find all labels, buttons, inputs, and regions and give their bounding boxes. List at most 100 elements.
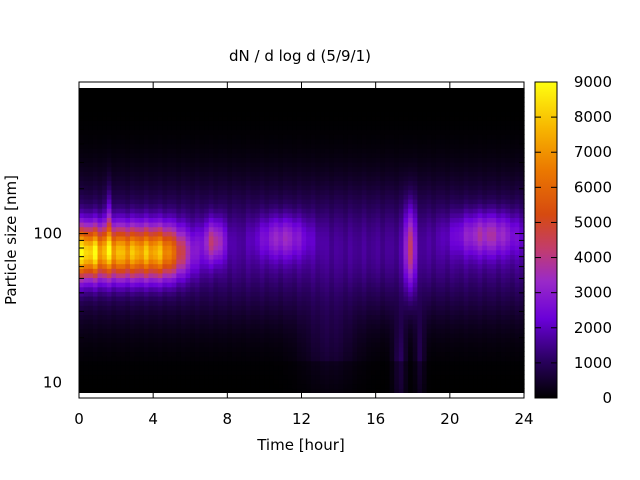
heatmap-cell bbox=[236, 346, 242, 353]
heatmap-cell bbox=[250, 263, 256, 269]
heatmap-cell bbox=[236, 351, 242, 357]
heatmap-cell bbox=[398, 245, 405, 251]
heatmap-cell bbox=[176, 97, 182, 103]
heatmap-cell bbox=[412, 226, 418, 232]
heatmap-cell bbox=[204, 249, 210, 255]
heatmap-cell bbox=[111, 360, 117, 366]
heatmap-cell bbox=[287, 143, 293, 149]
heatmap-cell bbox=[106, 342, 113, 348]
heatmap-cell bbox=[278, 152, 284, 158]
heatmap-cell bbox=[306, 217, 312, 223]
heatmap-cell bbox=[417, 194, 423, 200]
heatmap-cell bbox=[171, 157, 177, 163]
heatmap-cell bbox=[129, 92, 136, 98]
heatmap-cell bbox=[116, 175, 122, 182]
heatmap-cell bbox=[125, 194, 131, 200]
heatmap-cell bbox=[199, 300, 205, 306]
heatmap-cell bbox=[398, 148, 405, 154]
heatmap-cell bbox=[213, 258, 219, 265]
heatmap-cell bbox=[366, 268, 372, 274]
heatmap-cell bbox=[250, 319, 256, 325]
heatmap-cell bbox=[380, 115, 386, 121]
heatmap-cell bbox=[162, 369, 168, 376]
heatmap-cell bbox=[213, 120, 219, 126]
heatmap-cell bbox=[92, 111, 99, 117]
heatmap-cell bbox=[412, 383, 418, 389]
heatmap-cell bbox=[245, 157, 252, 163]
heatmap-cell bbox=[148, 226, 154, 232]
heatmap-cell bbox=[347, 134, 354, 140]
heatmap-cell bbox=[227, 282, 233, 288]
heatmap-cell bbox=[79, 332, 85, 339]
heatmap-cell bbox=[231, 282, 238, 288]
heatmap-cell bbox=[306, 328, 312, 334]
heatmap-cell bbox=[157, 143, 164, 149]
heatmap-cell bbox=[329, 208, 335, 214]
heatmap-cell bbox=[333, 272, 340, 279]
heatmap-cell bbox=[324, 388, 330, 394]
heatmap-cell bbox=[134, 180, 140, 186]
heatmap-cell bbox=[357, 240, 363, 246]
heatmap-cell bbox=[157, 332, 164, 339]
heatmap-cell bbox=[79, 235, 85, 242]
heatmap-cell bbox=[176, 171, 182, 177]
heatmap-cell bbox=[180, 365, 187, 371]
heatmap-cell bbox=[296, 97, 303, 103]
heatmap-cell bbox=[171, 272, 177, 279]
heatmap-cell bbox=[227, 111, 233, 117]
heatmap-cell bbox=[176, 337, 182, 343]
heatmap-cell bbox=[134, 129, 140, 135]
heatmap-cell bbox=[384, 92, 391, 98]
heatmap-cell bbox=[180, 249, 187, 255]
heatmap-cell bbox=[361, 235, 367, 242]
heatmap-cell bbox=[273, 277, 279, 283]
heatmap-cell bbox=[116, 272, 122, 279]
heatmap-cell bbox=[171, 379, 177, 385]
heatmap-cell bbox=[185, 203, 191, 209]
heatmap-cell bbox=[394, 120, 400, 126]
heatmap-cell bbox=[222, 282, 228, 288]
heatmap-cell bbox=[310, 189, 317, 195]
heatmap-cell bbox=[282, 166, 289, 172]
heatmap-cell bbox=[241, 129, 247, 135]
heatmap-cell bbox=[255, 148, 261, 154]
heatmap-cell bbox=[148, 258, 154, 265]
heatmap-cell bbox=[204, 263, 210, 269]
heatmap-cell bbox=[148, 374, 154, 380]
heatmap-cell bbox=[422, 226, 428, 232]
heatmap-cell bbox=[106, 106, 113, 112]
heatmap-cell bbox=[134, 148, 140, 154]
heatmap-cell bbox=[412, 88, 418, 94]
heatmap-cell bbox=[384, 300, 391, 306]
heatmap-cell bbox=[338, 342, 344, 348]
heatmap-cell bbox=[259, 92, 266, 98]
heatmap-cell bbox=[333, 309, 340, 316]
heatmap-cell bbox=[269, 180, 275, 186]
heatmap-cell bbox=[338, 388, 344, 394]
heatmap-cell bbox=[139, 282, 145, 288]
heatmap-cell bbox=[134, 101, 140, 108]
heatmap-cell bbox=[408, 309, 414, 316]
heatmap-cell bbox=[162, 374, 168, 380]
heatmap-cell bbox=[357, 272, 363, 279]
heatmap-cell bbox=[162, 319, 168, 325]
heatmap-cell bbox=[199, 152, 205, 158]
heatmap-cell bbox=[389, 120, 395, 126]
heatmap-cell bbox=[218, 240, 224, 246]
heatmap-cell bbox=[194, 254, 201, 260]
heatmap-cell bbox=[366, 166, 372, 172]
heatmap-cell bbox=[422, 291, 428, 297]
heatmap-cell bbox=[296, 175, 303, 182]
heatmap-cell bbox=[343, 254, 349, 260]
heatmap-cell bbox=[92, 258, 99, 265]
heatmap-cell bbox=[171, 258, 177, 265]
heatmap-cell bbox=[199, 217, 205, 223]
heatmap-cell bbox=[329, 101, 335, 108]
heatmap-cell bbox=[213, 272, 219, 279]
heatmap-cell bbox=[208, 129, 215, 135]
heatmap-cell bbox=[92, 314, 99, 320]
heatmap-cell bbox=[352, 356, 358, 362]
heatmap-cell bbox=[320, 268, 326, 274]
heatmap-cell bbox=[343, 388, 349, 394]
heatmap-cell bbox=[259, 388, 266, 394]
